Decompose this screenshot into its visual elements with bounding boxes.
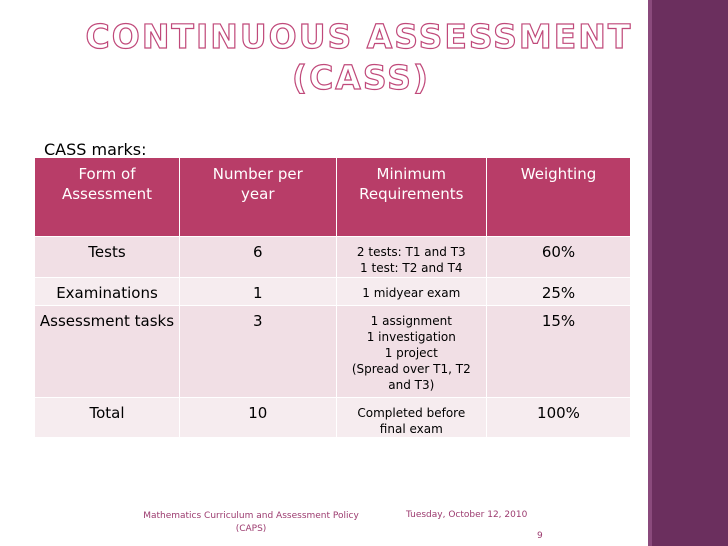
table-row: Tests 6 2 tests: T1 and T3 1 test: T2 an… [34, 236, 631, 278]
cell-form: Tests [34, 236, 180, 278]
footer-policy: Mathematics Curriculum and Assessment Po… [143, 511, 359, 534]
cass-table: Form of Assessment Number per year Minim… [34, 157, 631, 438]
page-number: 9 [537, 531, 543, 541]
cell-weighting: 15% [486, 305, 631, 398]
cell-number: 10 [178, 397, 337, 438]
table-row: Total 10 Completed before final exam 100… [34, 397, 631, 438]
cell-requirements: 2 tests: T1 and T3 1 test: T2 and T4 [335, 236, 488, 278]
table-row: Examinations 1 1 midyear exam 25% [34, 277, 631, 306]
slide-title-line2: (CASS) [291, 57, 430, 97]
cell-form: Assessment tasks [34, 305, 180, 398]
cell-number: 1 [178, 277, 337, 306]
cell-weighting: 100% [486, 397, 631, 438]
footer-date: Tuesday, October 12, 2010 [406, 510, 528, 520]
cell-requirements: Completed before final exam [335, 397, 488, 438]
cell-form: Examinations [34, 277, 180, 306]
header-number: Number per year [178, 157, 337, 237]
cell-number: 3 [178, 305, 337, 398]
header-form: Form of Assessment [34, 157, 180, 237]
slide-title-line1: CONTINUOUS ASSESSMENT [85, 16, 633, 56]
cell-weighting: 25% [486, 277, 631, 306]
table-row: Assessment tasks 3 1 assignment 1 invest… [34, 305, 631, 398]
header-requirements: Minimum Requirements [335, 157, 488, 237]
cell-requirements: 1 midyear exam [335, 277, 488, 306]
cass-marks-label: CASS marks: [44, 140, 147, 159]
header-weighting: Weighting [486, 157, 631, 237]
cell-weighting: 60% [486, 236, 631, 278]
side-decoration-bar [648, 0, 728, 546]
cell-number: 6 [178, 236, 337, 278]
cell-form: Total [34, 397, 180, 438]
table-header-row: Form of Assessment Number per year Minim… [34, 157, 631, 237]
cell-requirements: 1 assignment 1 investigation 1 project (… [335, 305, 488, 398]
